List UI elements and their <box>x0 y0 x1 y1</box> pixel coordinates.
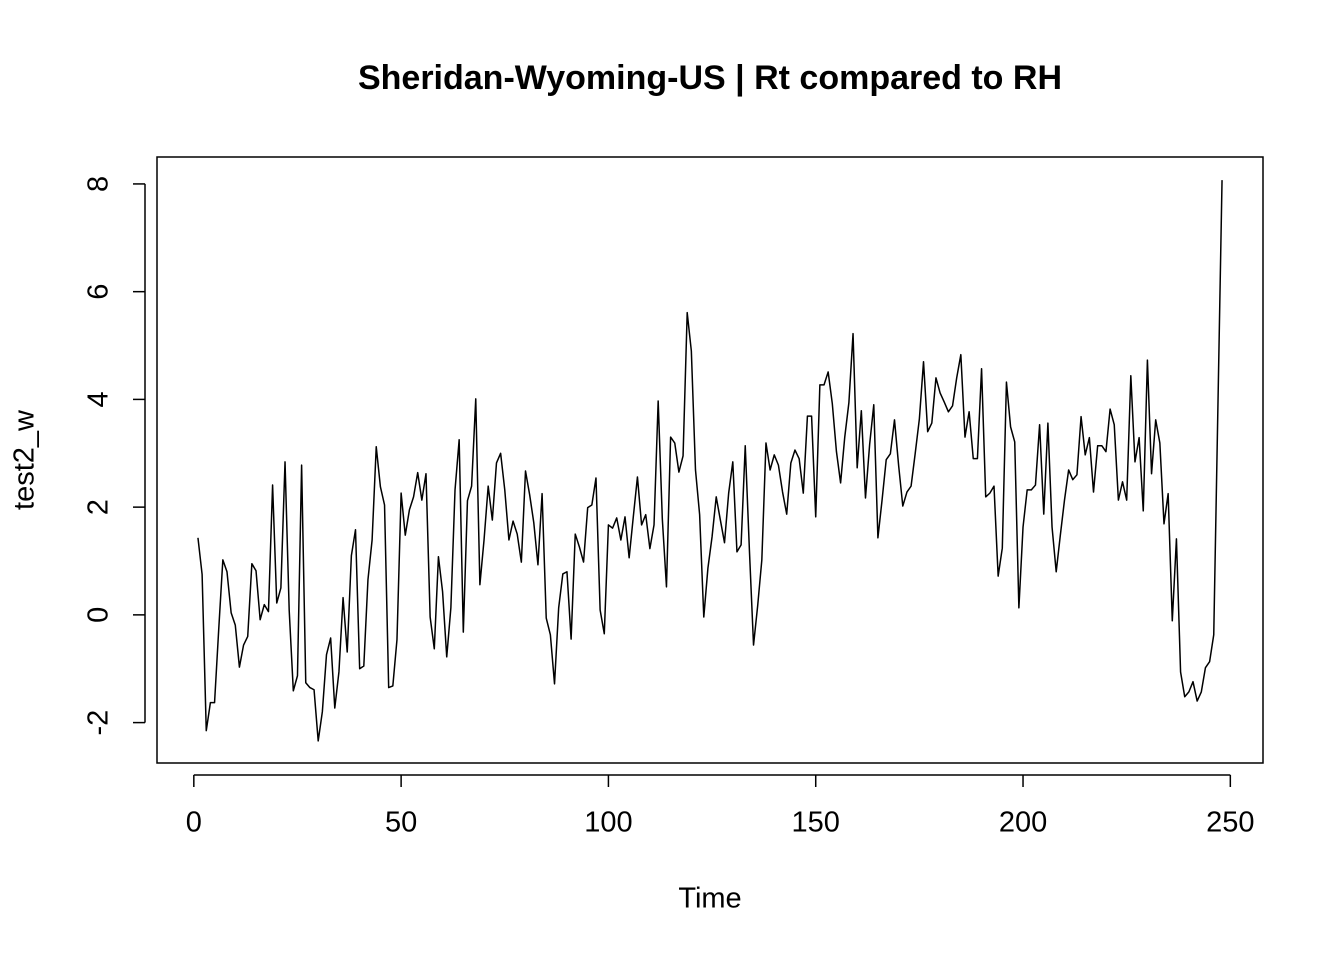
plot-frame <box>156 156 1264 764</box>
x-tick-label: 100 <box>584 807 632 839</box>
chart-title: Sheridan-Wyoming-US | Rt compared to RH <box>358 59 1062 97</box>
y-tick-label: 4 <box>83 391 115 407</box>
x-tick-label: 200 <box>999 807 1047 839</box>
y-tick-label: 8 <box>83 176 115 192</box>
x-tick-label: 0 <box>186 807 202 839</box>
y-tick-label: 2 <box>83 499 115 515</box>
x-axis-label: Time <box>678 883 741 915</box>
y-axis-label: test2_w <box>9 409 41 510</box>
data-line <box>197 180 1223 742</box>
y-tick-label: 6 <box>83 284 115 300</box>
x-tick-label: 150 <box>792 807 840 839</box>
x-tick-label: 50 <box>385 807 417 839</box>
x-tick-label: 250 <box>1206 807 1254 839</box>
y-tick-label: -2 <box>83 710 115 736</box>
y-tick-label: 0 <box>83 607 115 623</box>
